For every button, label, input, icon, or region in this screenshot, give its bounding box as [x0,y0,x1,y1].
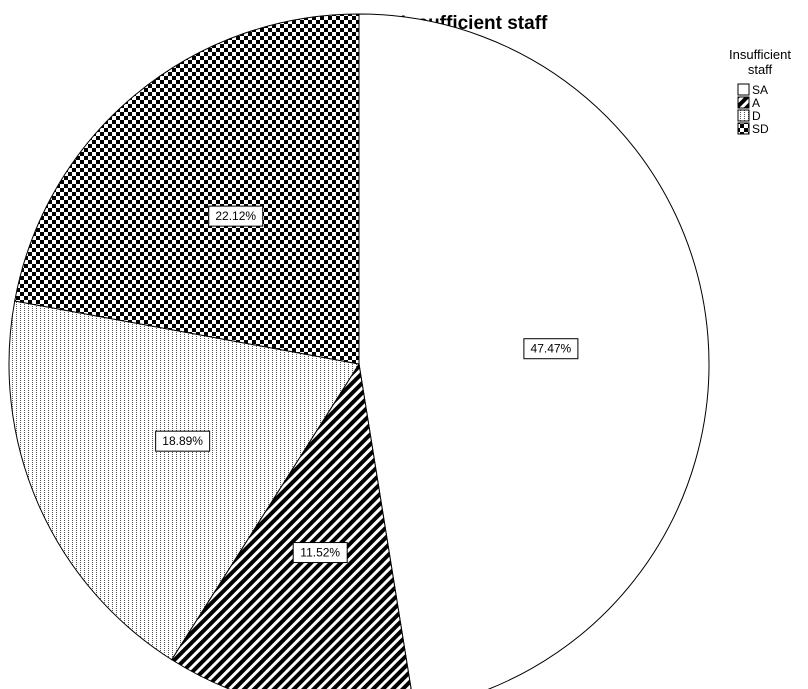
data-label-a: 11.52% [292,542,348,564]
legend-label-sa: SA [752,83,768,97]
data-label-text-a: 11.52% [300,546,340,560]
legend-label-d: D [752,109,761,123]
pie-slices [8,13,710,689]
legend-title-line-2: staff [748,62,773,77]
legend-title-line-1: Insufficient [729,47,791,62]
data-label-d: 18.89% [155,430,211,452]
data-label-text-sd: 22.12% [215,209,256,223]
legend-item-a: A [737,96,760,110]
data-label-text-d: 18.89% [162,434,203,448]
legend-item-d: D [737,109,761,123]
legend-swatch-a [737,96,750,109]
legend-swatch-sd [737,122,750,135]
legend-swatch-d [737,109,750,122]
data-label-sd: 22.12% [208,205,264,227]
pie-slice-d [8,300,360,661]
legend-swatch-sa [737,83,750,96]
legend-item-sd: SD [737,122,769,136]
data-label-text-sa: 47.47% [531,342,572,356]
legend-label-a: A [752,96,760,110]
legend-label-sd: SD [752,122,769,136]
legend-item-sa: SA [737,83,768,97]
pie-slice-a [170,362,412,689]
pie-slice-sd [14,13,360,365]
pie-data-labels: 47.47% 11.52% 18.89% 22.12% [155,205,579,564]
data-label-sa: 47.47% [523,338,579,360]
